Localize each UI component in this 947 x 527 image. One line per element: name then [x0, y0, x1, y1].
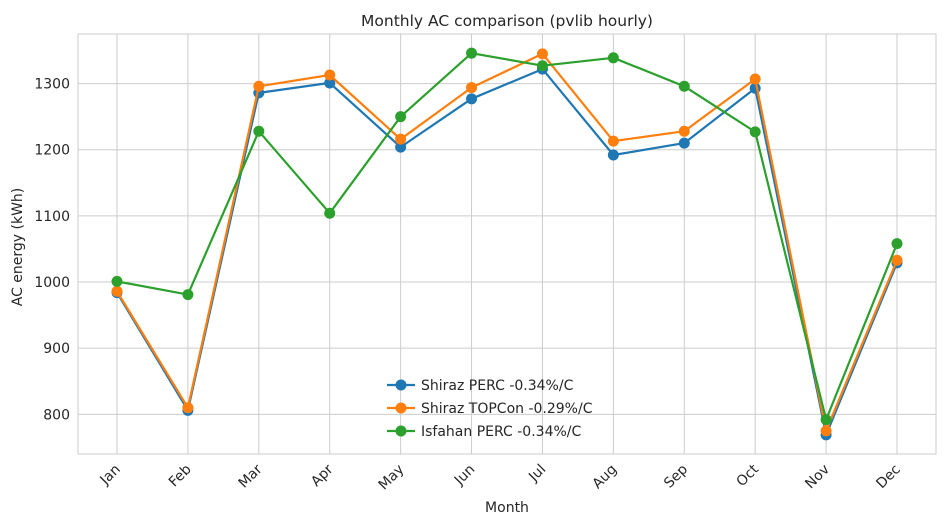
y-tick-label: 900: [43, 341, 70, 357]
chart-title: Monthly AC comparison (pvlib hourly): [361, 12, 653, 30]
x-tick-label: Jul: [525, 462, 549, 486]
legend-swatch-marker: [395, 379, 407, 391]
x-tick-label: Oct: [734, 461, 763, 490]
series-line: [116, 67, 899, 436]
x-tick-label: Mar: [236, 461, 266, 491]
x-tick-label: Jan: [97, 462, 124, 489]
data-point: [253, 125, 265, 137]
series-line: [116, 52, 899, 432]
y-tick-label: 1300: [34, 77, 70, 93]
data-point: [749, 73, 761, 85]
legend: Shiraz PERC -0.34%/C Shiraz TOPCon -0.29%…: [387, 378, 593, 440]
series-line: [116, 52, 899, 421]
data-point: [536, 60, 548, 72]
data-point: [111, 275, 123, 287]
legend-item: Shiraz TOPCon -0.29%/C: [387, 401, 593, 417]
data-point: [395, 133, 407, 145]
data-point: [395, 111, 407, 123]
data-point: [324, 207, 336, 219]
data-point: [182, 402, 194, 414]
data-point: [253, 80, 265, 92]
legend-swatch-marker: [395, 402, 407, 414]
data-point: [607, 149, 619, 161]
legend-label: Isfahan PERC -0.34%/C: [421, 424, 581, 440]
data-point: [607, 135, 619, 147]
x-tick-label: Sep: [661, 461, 691, 491]
x-tick-label: Nov: [802, 462, 833, 493]
legend-swatch-marker: [395, 425, 407, 437]
data-point: [678, 80, 690, 92]
data-point: [324, 69, 336, 81]
data-point: [607, 52, 619, 64]
data-point: [324, 77, 336, 89]
series-3: [111, 47, 903, 426]
legend-label: Shiraz TOPCon -0.29%/C: [421, 401, 593, 417]
data-point: [182, 289, 194, 301]
data-point: [111, 285, 123, 297]
x-axis-ticks: Jan Feb Mar Apr May Jun Jul Aug Sep Oct Nov Dec: [97, 461, 904, 493]
x-tick-label: Dec: [873, 462, 903, 492]
x-axis-label: Month: [485, 500, 529, 516]
data-point: [891, 254, 903, 266]
data-point: [466, 93, 478, 105]
y-axis-ticks: 800 900 1000 1100 1200 1300: [34, 77, 70, 424]
x-tick-label: Apr: [308, 461, 337, 490]
x-tick-label: Jun: [451, 462, 478, 489]
data-point: [678, 125, 690, 137]
x-tick-label: Aug: [590, 462, 621, 493]
data-point: [395, 141, 407, 153]
data-point: [466, 47, 478, 59]
legend-label: Shiraz PERC -0.34%/C: [421, 378, 574, 394]
y-tick-label: 1000: [34, 275, 70, 291]
data-point: [820, 425, 832, 437]
y-tick-label: 800: [43, 407, 70, 423]
series-2: [111, 48, 903, 437]
y-tick-label: 1200: [34, 143, 70, 159]
x-tick-label: May: [376, 462, 408, 494]
series-lines: [111, 47, 903, 441]
data-point: [678, 137, 690, 149]
data-point: [891, 238, 903, 250]
y-axis-label: AC energy (kWh): [10, 188, 26, 307]
plot-frame: [77, 33, 937, 455]
data-point: [749, 126, 761, 138]
y-tick-label: 1100: [34, 209, 70, 225]
data-point: [466, 82, 478, 94]
legend-item: Isfahan PERC -0.34%/C: [387, 424, 581, 440]
x-tick-label: Feb: [166, 461, 195, 490]
data-point: [536, 48, 548, 60]
data-point: [820, 414, 832, 426]
legend-item: Shiraz PERC -0.34%/C: [387, 378, 574, 394]
